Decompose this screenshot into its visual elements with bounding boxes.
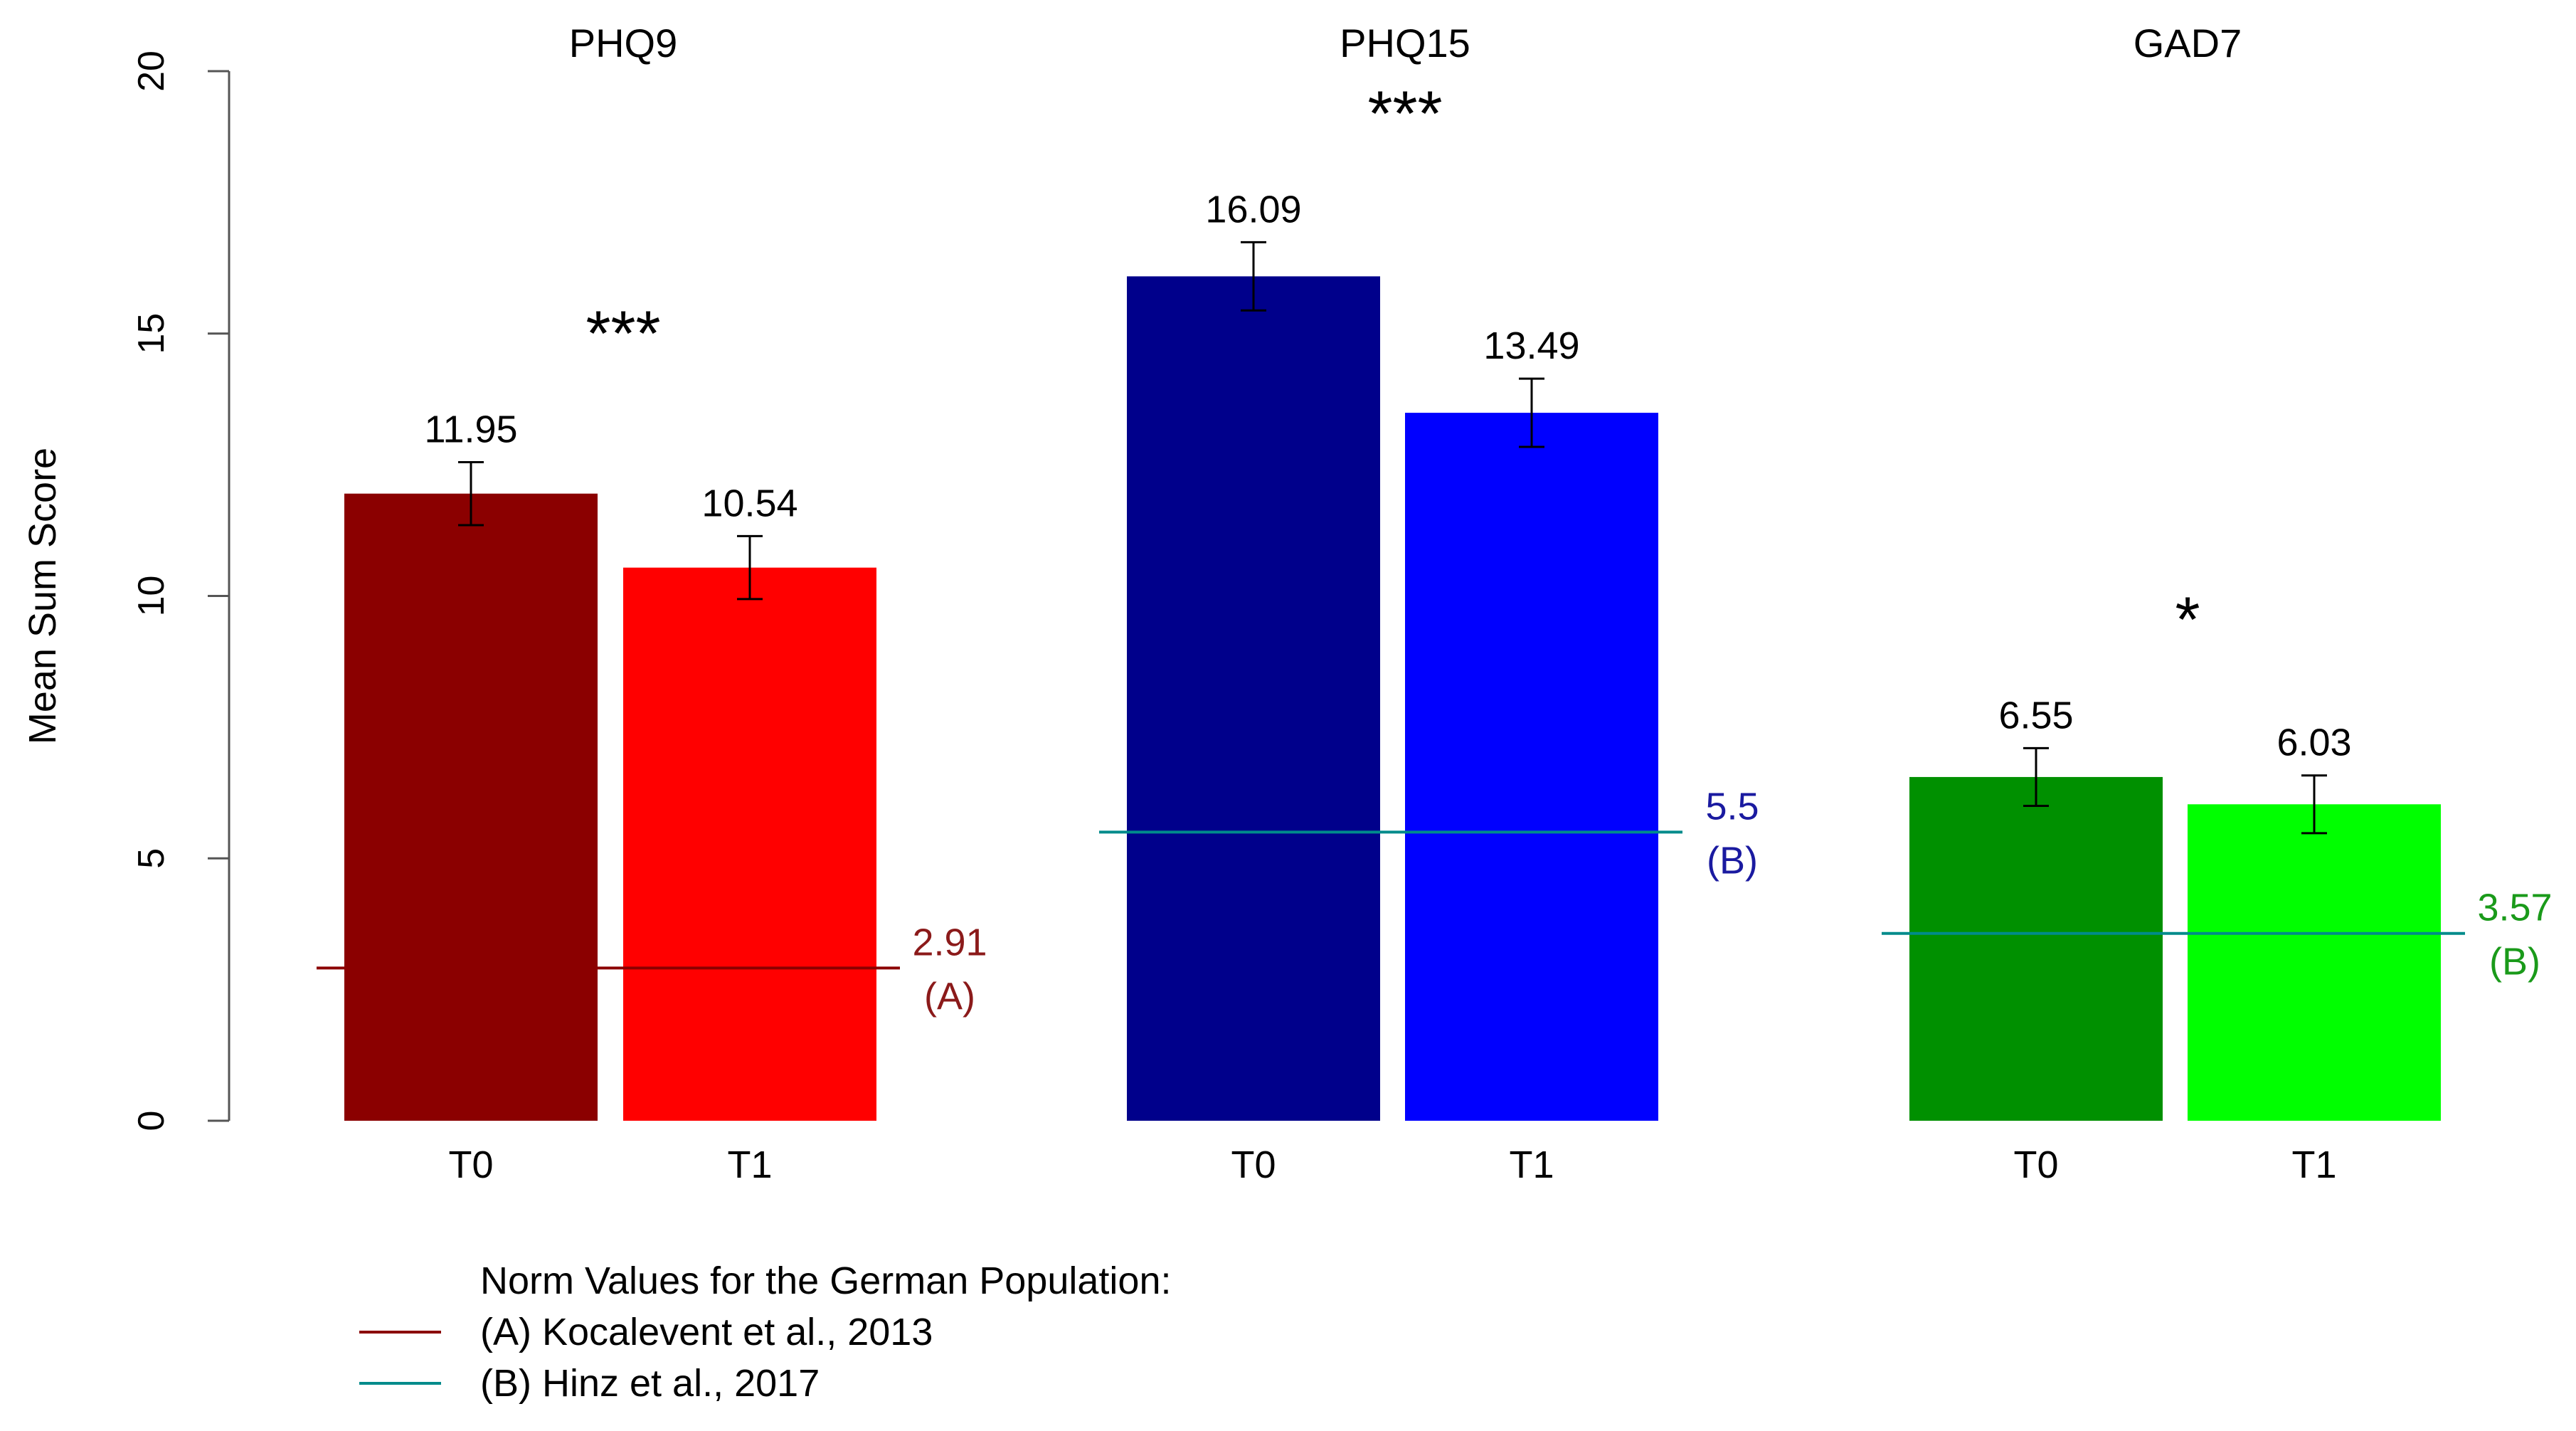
bar-t0: [344, 493, 598, 1121]
bar-t1: [1405, 413, 1658, 1121]
significance-marker: ***: [585, 298, 660, 369]
significance-marker: ***: [1367, 78, 1442, 149]
bar-value-label: 10.54: [701, 482, 797, 524]
y-tick-label: 15: [131, 313, 172, 354]
panel-phq9: PHQ9 11.95 T0 10.54 T1 *** 2.91 (A): [317, 21, 987, 1186]
x-tick-label: T0: [1231, 1144, 1276, 1186]
y-tick-label: 10: [131, 576, 172, 617]
bar-value-label: 13.49: [1483, 324, 1579, 367]
y-tick-label: 0: [131, 1111, 172, 1131]
panel-title: GAD7: [2134, 21, 2242, 65]
bar-t1: [2188, 804, 2441, 1121]
norm-value-label: 3.57: [2477, 887, 2552, 929]
bar-t0: [1909, 776, 2163, 1121]
legend-title: Norm Values for the German Population:: [480, 1260, 1171, 1302]
x-tick-label: T1: [1509, 1144, 1554, 1186]
norm-value-label: 5.5: [1705, 785, 1759, 828]
norm-reference-label: (B): [1707, 839, 1758, 882]
norm-reference-label: (B): [2489, 941, 2540, 983]
norm-value-label: 2.91: [912, 921, 987, 963]
panel-phq15: PHQ15 16.09 T0 13.49 T1 *** 5.5 (B): [1099, 21, 1759, 1186]
y-tick-label: 20: [131, 51, 172, 92]
bar-t1: [623, 567, 876, 1121]
panel-title: PHQ15: [1340, 21, 1470, 65]
bar-value-label: 6.55: [1998, 694, 2073, 736]
legend-entry-label: (B) Hinz et al., 2017: [480, 1362, 820, 1405]
y-tick-label: 5: [131, 848, 172, 869]
legend-entry-label: (A) Kocalevent et al., 2013: [480, 1311, 933, 1353]
x-tick-label: T1: [727, 1144, 772, 1186]
x-tick-label: T0: [448, 1144, 493, 1186]
significance-marker: *: [2175, 584, 2200, 655]
bar-value-label: 16.09: [1205, 188, 1301, 231]
panel-title: PHQ9: [569, 21, 678, 65]
x-tick-label: T1: [2291, 1144, 2336, 1186]
y-axis: 0 5 10 15 20: [131, 51, 230, 1131]
bar-value-label: 6.03: [2276, 722, 2351, 764]
bar-t0: [1127, 276, 1380, 1121]
norm-reference-label: (A): [924, 975, 975, 1018]
panel-gad7: GAD7 6.55 T0 6.03 T1 * 3.57 (B): [1882, 21, 2553, 1186]
bar-value-label: 11.95: [424, 408, 517, 450]
y-axis-label: Mean Sum Score: [21, 448, 64, 744]
legend: Norm Values for the German Population: (…: [359, 1260, 1171, 1405]
x-tick-label: T0: [2013, 1144, 2058, 1186]
